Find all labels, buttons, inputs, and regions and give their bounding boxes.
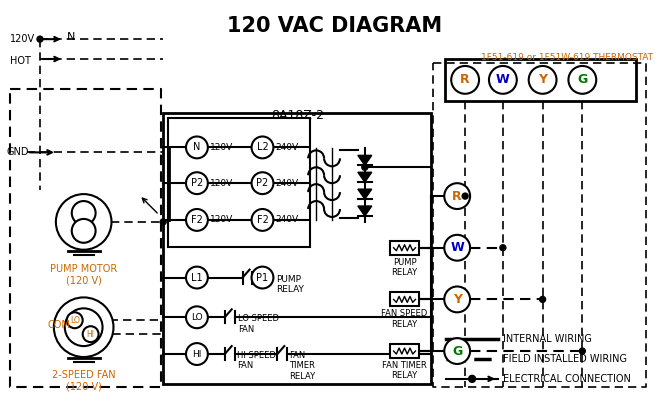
Circle shape: [56, 194, 111, 250]
Circle shape: [444, 183, 470, 209]
Text: 1F51-619 or 1F51W-619 THERMOSTAT: 1F51-619 or 1F51W-619 THERMOSTAT: [481, 53, 653, 62]
Text: 240V: 240V: [275, 143, 299, 152]
Text: INTERNAL WIRING: INTERNAL WIRING: [503, 334, 592, 344]
Text: FAN SPEED
RELAY: FAN SPEED RELAY: [381, 309, 427, 329]
Text: HI: HI: [192, 349, 202, 359]
Circle shape: [186, 343, 208, 365]
Circle shape: [186, 209, 208, 231]
Text: F2: F2: [257, 215, 269, 225]
Text: P2: P2: [191, 178, 203, 188]
Text: W: W: [496, 73, 510, 86]
Circle shape: [251, 209, 273, 231]
Text: PUMP
RELAY: PUMP RELAY: [277, 274, 304, 294]
Text: LO: LO: [70, 316, 80, 325]
Circle shape: [568, 66, 596, 94]
Circle shape: [468, 375, 476, 383]
Bar: [390, 344, 419, 358]
Circle shape: [251, 266, 273, 288]
Circle shape: [444, 287, 470, 312]
Text: 240V: 240V: [275, 215, 299, 225]
Circle shape: [160, 219, 166, 225]
Text: 2-SPEED FAN
(120 V): 2-SPEED FAN (120 V): [52, 370, 115, 391]
Circle shape: [444, 235, 470, 261]
Text: G: G: [578, 73, 588, 86]
Text: 120V: 120V: [210, 215, 233, 225]
Text: 240V: 240V: [275, 178, 299, 188]
Circle shape: [186, 306, 208, 328]
Circle shape: [451, 66, 479, 94]
Polygon shape: [358, 206, 372, 216]
Text: 120V: 120V: [210, 178, 233, 188]
Circle shape: [54, 297, 113, 357]
Text: 120V: 120V: [210, 143, 233, 152]
Text: 120V: 120V: [10, 34, 36, 44]
Circle shape: [251, 172, 273, 194]
Text: GND: GND: [6, 147, 29, 158]
Bar: [446, 59, 636, 101]
Circle shape: [444, 338, 470, 364]
Text: ELECTRICAL CONNECTION: ELECTRICAL CONNECTION: [503, 374, 630, 384]
Circle shape: [72, 219, 96, 243]
Text: HOT: HOT: [10, 56, 31, 66]
Polygon shape: [358, 172, 372, 182]
Circle shape: [37, 36, 43, 42]
Text: W: W: [450, 241, 464, 254]
Text: Y: Y: [538, 73, 547, 86]
Bar: [390, 292, 419, 306]
Polygon shape: [358, 189, 372, 199]
Circle shape: [251, 137, 273, 158]
Text: L2: L2: [257, 142, 269, 153]
Text: Y: Y: [453, 293, 462, 306]
Text: HI SPEED
FAN: HI SPEED FAN: [237, 351, 275, 370]
Text: FIELD INSTALLED WIRING: FIELD INSTALLED WIRING: [503, 354, 627, 364]
Text: 8A18Z-2: 8A18Z-2: [271, 109, 324, 122]
Circle shape: [489, 66, 517, 94]
Bar: [168, 118, 310, 247]
Text: P1: P1: [257, 272, 269, 282]
Text: L1: L1: [191, 272, 203, 282]
Text: PUMP
RELAY: PUMP RELAY: [391, 258, 417, 277]
Text: PUMP MOTOR
(120 V): PUMP MOTOR (120 V): [50, 264, 117, 285]
Text: FAN TIMER
RELAY: FAN TIMER RELAY: [382, 361, 427, 380]
Polygon shape: [358, 155, 372, 165]
Text: N: N: [193, 142, 200, 153]
Text: P2: P2: [257, 178, 269, 188]
Text: COM: COM: [48, 320, 71, 330]
Bar: [390, 241, 419, 255]
Circle shape: [529, 66, 557, 94]
Text: LO SPEED
FAN: LO SPEED FAN: [238, 314, 279, 334]
Circle shape: [186, 137, 208, 158]
Text: G: G: [452, 344, 462, 357]
Circle shape: [580, 348, 586, 354]
Circle shape: [362, 164, 368, 170]
Bar: [163, 113, 431, 384]
Text: 120 VAC DIAGRAM: 120 VAC DIAGRAM: [227, 16, 443, 36]
Circle shape: [186, 266, 208, 288]
Circle shape: [82, 326, 98, 342]
Circle shape: [539, 296, 545, 303]
Circle shape: [67, 312, 82, 328]
Text: F2: F2: [191, 215, 203, 225]
Circle shape: [72, 201, 96, 225]
Circle shape: [462, 193, 468, 199]
Text: R: R: [460, 73, 470, 86]
Text: N: N: [67, 32, 75, 42]
Circle shape: [500, 245, 506, 251]
Circle shape: [65, 308, 103, 346]
Text: HI: HI: [86, 330, 94, 339]
Circle shape: [186, 172, 208, 194]
Text: FAN
TIMER
RELAY: FAN TIMER RELAY: [289, 351, 316, 381]
Text: R: R: [452, 189, 462, 203]
Text: LO: LO: [191, 313, 203, 322]
